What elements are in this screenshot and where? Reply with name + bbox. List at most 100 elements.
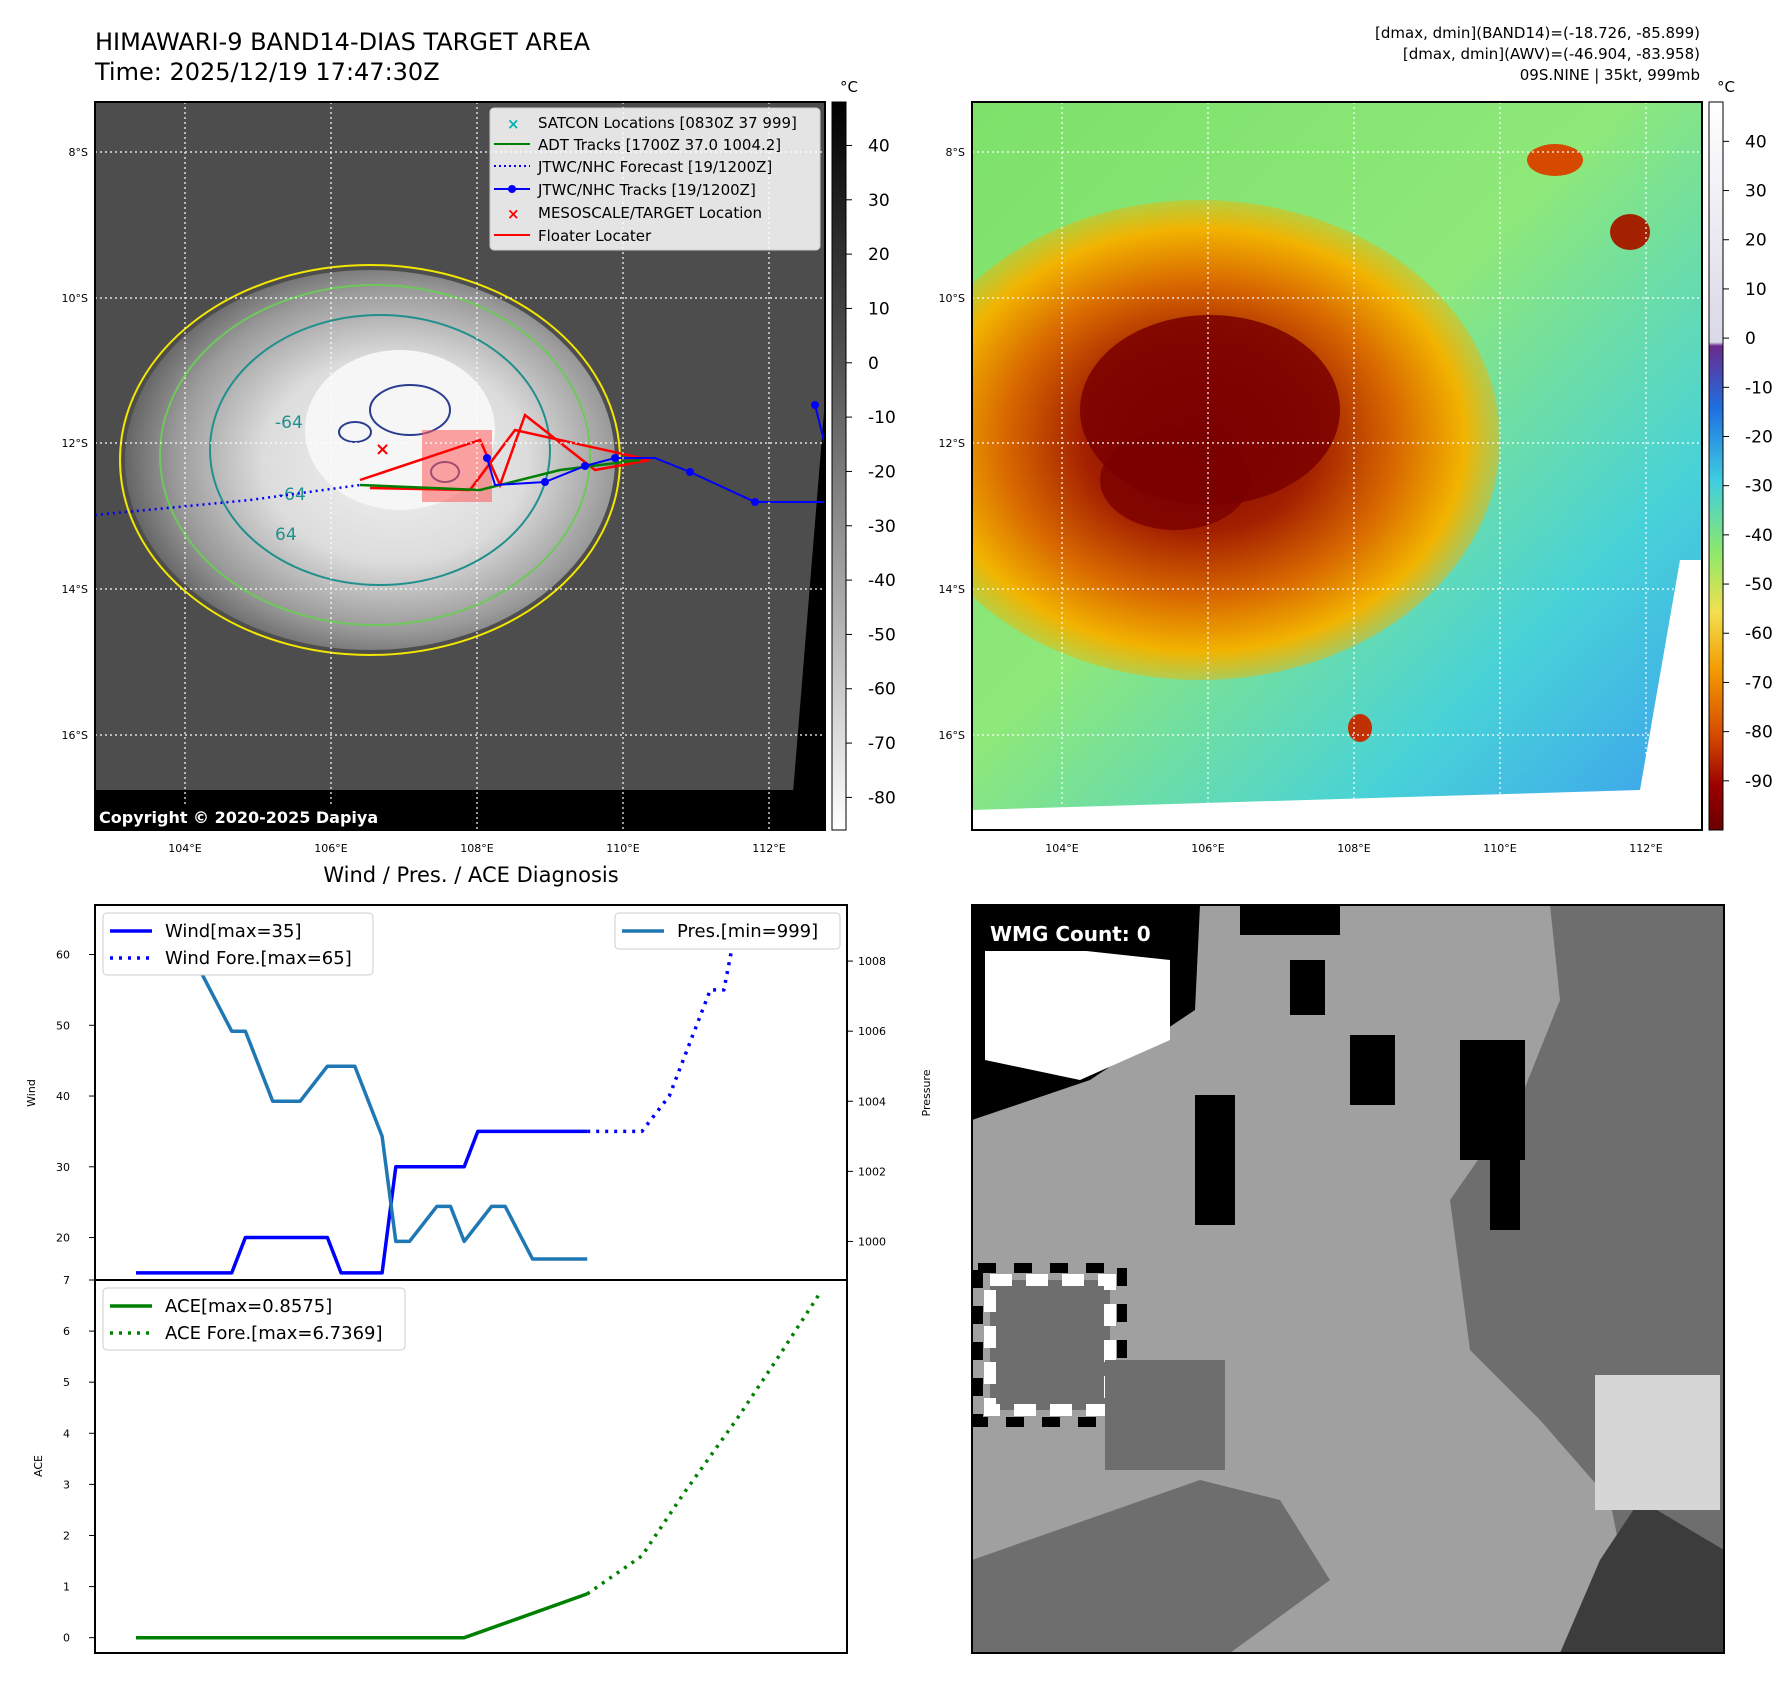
wmg-dark-southwest — [972, 1480, 1330, 1653]
colorbar-tick-label: -40 — [1745, 526, 1773, 546]
wmg-block — [1490, 1150, 1520, 1230]
gray-colorbar-unit: °C — [840, 78, 858, 96]
lon-label: 104°E — [168, 842, 201, 855]
colorbar-tick-label: 40 — [868, 136, 890, 156]
wind-axis-ticks: 20 30 40 50 60 — [56, 949, 95, 1245]
copyright-box — [95, 804, 405, 830]
wmg-light-patch — [1595, 1375, 1720, 1510]
colorbar-tick-label: -30 — [868, 517, 896, 537]
wind-ylabel: Wind — [25, 1079, 38, 1107]
colorbar-tick-label: 20 — [868, 245, 890, 265]
wmg-block — [1350, 1035, 1395, 1105]
adt-track — [359, 458, 641, 492]
lon-label: 104°E — [1045, 842, 1078, 855]
lat-label: 16°S — [62, 729, 88, 742]
y-tick-label: 50 — [56, 1019, 70, 1032]
jtwc-best-track-east — [814, 404, 825, 446]
figure-time: Time: 2025/12/19 17:47:30Z — [94, 58, 440, 86]
color-map-grid — [972, 102, 1702, 830]
colorbar-tick-label: 10 — [1745, 280, 1767, 300]
contour-label: -64 — [278, 485, 306, 505]
track-point — [541, 478, 549, 486]
series-line — [136, 1129, 588, 1275]
ace-panel: 0 1 2 3 4 5 6 7 ACE ACE[max=0.8575] ACE Fore.[m… — [32, 1274, 848, 1654]
legend-label: ACE Fore.[max=6.7369] — [165, 1323, 383, 1344]
track-point — [483, 454, 491, 462]
y-tick-label: 4 — [63, 1427, 70, 1440]
wmg-panel: WMG Count: 0 — [971, 904, 1725, 1654]
colorbar-tick-label: 30 — [1745, 182, 1767, 202]
colorbar-tick-label: 0 — [1745, 329, 1756, 349]
y-tick-label: 60 — [56, 949, 70, 962]
y-tick-label: 1008 — [858, 955, 886, 968]
legend-label: Pres.[min=999] — [677, 921, 818, 942]
awv-range: [dmax, dmin](AWV)=(-46.904, -83.958) — [1403, 45, 1700, 63]
colorbar-tick-label: -20 — [1745, 427, 1773, 447]
lon-label: 110°E — [1483, 842, 1516, 855]
lon-label: 112°E — [752, 842, 785, 855]
lon-label: 112°E — [1629, 842, 1662, 855]
colorbar-tick-label: -40 — [868, 571, 896, 591]
color-colorbar — [1708, 101, 1724, 831]
color-map-nodata — [972, 560, 1702, 830]
jtwc-forecast-track — [95, 483, 361, 517]
colorbar-tick-label: 40 — [1745, 132, 1767, 152]
colorbar-tick-label: 30 — [868, 191, 890, 211]
lon-label: 106°E — [314, 842, 347, 855]
legend-label: Floater Locater — [538, 227, 652, 245]
series-line — [586, 1292, 822, 1596]
color-map-panel: °C 40 30 20 10 0 -10 -20 -30 -40 -50 -60 -70 -80 -90 — [971, 78, 1773, 831]
color-map-frame — [971, 101, 1703, 831]
ace-legend: ACE[max=0.8575] ACE Fore.[max=6.7369] — [102, 1287, 406, 1351]
track-point — [811, 401, 819, 409]
legend-label: Wind[max=35] — [165, 921, 302, 942]
lat-axis-labels: 8°S 8°S 10°S 10°S 12°S 12°S 14°S 14°S 16°S 16°S — [62, 146, 965, 742]
lon-label: 108°E — [1337, 842, 1370, 855]
gray-colorbar — [831, 101, 847, 831]
lat-label: 16°S — [939, 729, 965, 742]
colorbar-tick-label: -90 — [1745, 772, 1773, 792]
lat-label: 14°S — [62, 583, 88, 596]
colorbar-tick-label: 20 — [1745, 231, 1767, 251]
legend-label: Wind Fore.[max=65] — [165, 948, 352, 969]
wmg-darkest-southeast — [1560, 1500, 1724, 1653]
wmg-label-box — [982, 917, 1165, 951]
colorbar-tick-label: 0 — [868, 354, 879, 374]
colorbar-tick-label: -80 — [868, 788, 896, 808]
colorbar-tick-label: -70 — [1745, 673, 1773, 693]
wmg-ring — [984, 1274, 1116, 1416]
track-point — [751, 498, 759, 506]
y-tick-label: 1 — [63, 1581, 70, 1594]
wmg-white-northwest — [985, 940, 1170, 1080]
series-line — [136, 1592, 588, 1640]
y-tick-label: 40 — [56, 1090, 70, 1103]
colorbar-tick-label: 10 — [868, 299, 890, 319]
y-tick-label: 5 — [63, 1376, 70, 1389]
lat-label: 12°S — [62, 437, 88, 450]
contour-core-navy — [369, 384, 451, 436]
legend-marker-target: × — [507, 205, 520, 223]
colorbar-tick-label: -60 — [868, 680, 896, 700]
gray-colorbar-ticks: 40 30 20 10 0 -10 -20 -30 -40 -50 -60 -70 -80 — [846, 136, 896, 808]
y-tick-label: 2 — [63, 1529, 70, 1542]
storm-info: 09S.NINE | 35kt, 999mb — [1520, 66, 1700, 84]
ace-axis-ticks: 0 1 2 3 4 5 6 7 — [63, 1274, 95, 1645]
ace-ylabel: ACE — [32, 1455, 45, 1477]
legend-label: ADT Tracks [1700Z 37.0 1004.2] — [538, 136, 781, 154]
wmg-count-label: WMG Count: 0 — [990, 922, 1151, 946]
wmg-block — [1240, 905, 1340, 935]
lat-label: 14°S — [939, 583, 965, 596]
wind-pressure-panel: 20 30 40 50 60 1000 1002 1004 1006 1008 Wind Pre… — [25, 904, 933, 1281]
contour-core-navy-2 — [338, 421, 372, 443]
colorbar-tick-label: -70 — [868, 734, 896, 754]
lat-label: 8°S — [946, 146, 965, 159]
ir-map-legend: × SATCON Locations [0830Z 37 999] ADT Tr… — [489, 107, 821, 251]
wmg-dark-patch — [1105, 1360, 1225, 1470]
y-tick-label: 3 — [63, 1478, 70, 1491]
pressure-legend: Pres.[min=999] — [614, 912, 841, 950]
ir-map-frame — [94, 101, 826, 831]
wind-plot — [136, 917, 820, 1275]
y-tick-label: 6 — [63, 1325, 70, 1338]
track-point — [686, 468, 694, 476]
y-tick-label: 30 — [56, 1161, 70, 1174]
